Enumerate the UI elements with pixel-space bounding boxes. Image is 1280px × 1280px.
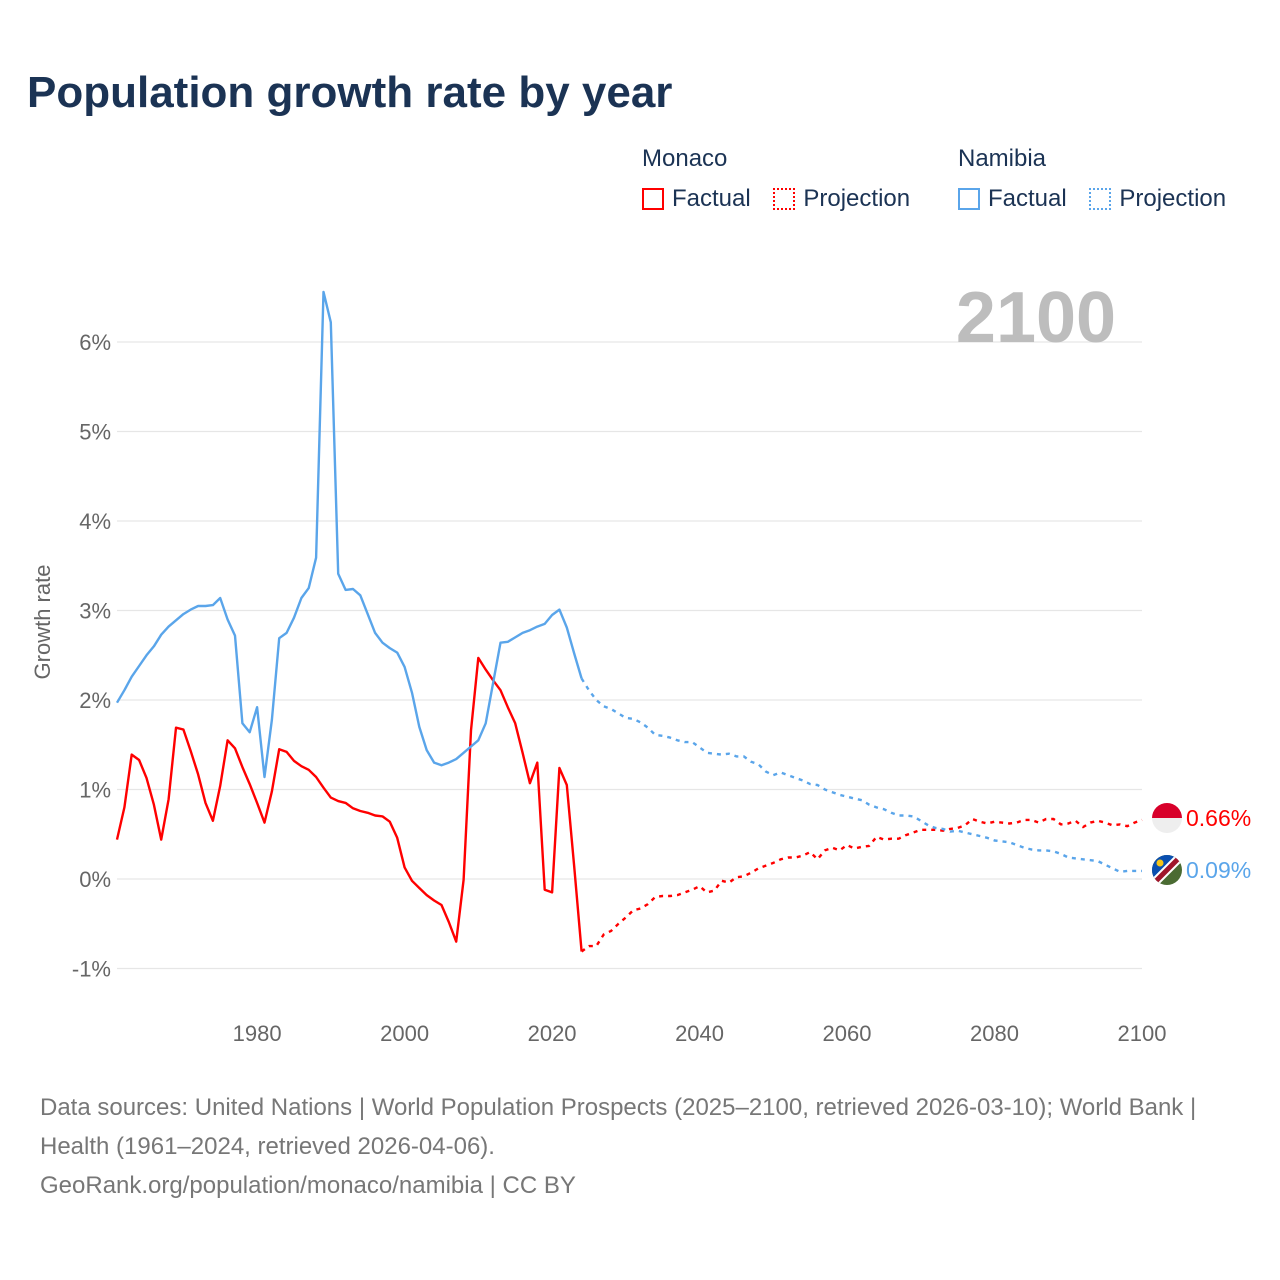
dotted-swatch-icon [773, 188, 796, 210]
legend-namibia-projection[interactable]: Projection [1089, 185, 1226, 213]
namibia-projection-line [580, 677, 1142, 873]
x-tick-label: 2100 [1118, 1021, 1167, 1046]
legend-monaco: Monaco Factual Projection [642, 145, 926, 217]
y-tick-label: 0% [79, 867, 111, 892]
year-watermark: 2100 [956, 278, 1116, 358]
footer: Data sources: United Nations | World Pop… [40, 1088, 1240, 1205]
x-tick-label: 2060 [823, 1021, 872, 1046]
monaco-flag-icon [1152, 803, 1182, 833]
legend-namibia: Namibia Factual Projection [958, 145, 1242, 217]
x-tick-label: 2040 [675, 1021, 724, 1046]
namibia-flag-icon [1152, 855, 1182, 885]
x-tick-label: 1980 [233, 1021, 282, 1046]
monaco-projection-line [580, 817, 1143, 953]
y-tick-label: 4% [79, 509, 111, 534]
monaco-end-label: 0.66% [1186, 805, 1251, 831]
y-axis-label: Growth rate [30, 565, 55, 680]
y-tick-label: -1% [72, 957, 111, 982]
monaco-factual-line [115, 656, 583, 952]
y-tick-label: 3% [79, 599, 111, 624]
legend-label: Projection [1119, 185, 1227, 212]
legend-monaco-projection[interactable]: Projection [773, 185, 910, 213]
y-tick-label: 6% [79, 330, 111, 355]
y-tick-label: 2% [79, 688, 111, 713]
legend-label: Factual [672, 185, 751, 212]
legend-monaco-factual[interactable]: Factual [642, 185, 751, 213]
namibia-end-label: 0.09% [1186, 857, 1251, 883]
namibia-factual-line [115, 290, 583, 779]
legend-label: Projection [803, 185, 911, 212]
y-tick-label: 5% [79, 420, 111, 445]
x-tick-label: 2000 [380, 1021, 429, 1046]
dotted-swatch-icon [1089, 188, 1112, 210]
solid-swatch-icon [642, 188, 664, 210]
chart-title: Population growth rate by year [27, 68, 673, 117]
legend-group-label: Monaco [642, 145, 728, 172]
x-tick-label: 2080 [970, 1021, 1019, 1046]
credit-link[interactable]: GeoRank.org/population/monaco/namibia | … [40, 1172, 576, 1199]
y-tick-label: 1% [79, 778, 111, 803]
legend-namibia-factual[interactable]: Factual [958, 185, 1067, 213]
x-tick-label: 2020 [528, 1021, 577, 1046]
legend-group-label: Namibia [958, 145, 1047, 172]
data-sources: Data sources: United Nations | World Pop… [40, 1094, 1197, 1160]
legend-label: Factual [988, 185, 1067, 212]
solid-swatch-icon [958, 188, 980, 210]
